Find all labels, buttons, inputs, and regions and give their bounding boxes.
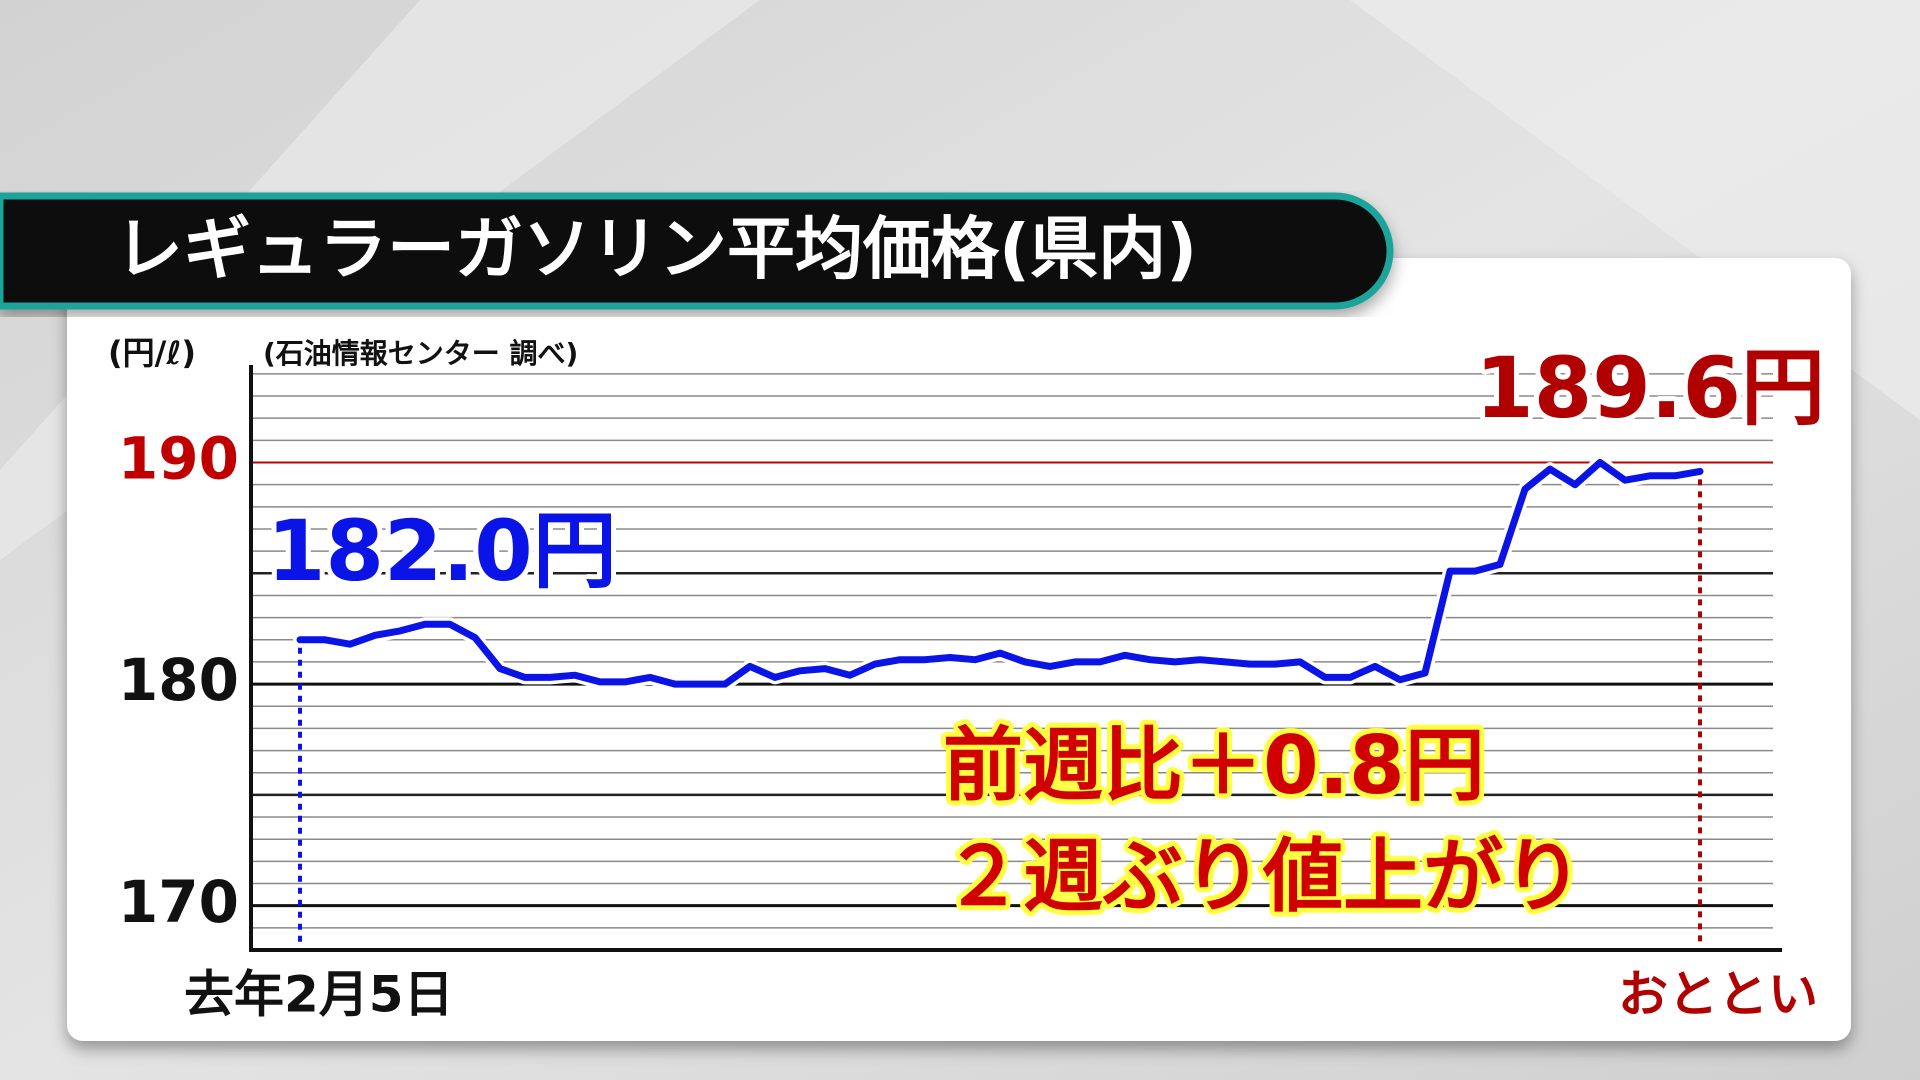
- title-bar: [0, 192, 1394, 310]
- value-label: 182.0円: [267, 502, 617, 600]
- x-tick-label: 去年2月5日: [184, 966, 454, 1024]
- value-label: 189.6円: [1475, 339, 1825, 437]
- annotation: 前週比＋0.8円: [943, 719, 1485, 812]
- annotation: ２週ぶり値上がり: [943, 830, 1583, 923]
- series-line: [296, 459, 1704, 688]
- chart-title: レギュラーガソリン平均価格(県内): [115, 211, 1197, 290]
- y-tick-label: 180: [118, 646, 239, 714]
- y-tick-label: 190: [118, 425, 239, 493]
- x-tick-label: おととい: [1618, 966, 1818, 1024]
- y-unit: (円/ℓ): [108, 334, 196, 372]
- y-tick-label: 170: [118, 868, 239, 936]
- source-note: (石油情報センター 調べ): [263, 337, 578, 370]
- chart-panel: [67, 258, 1851, 1041]
